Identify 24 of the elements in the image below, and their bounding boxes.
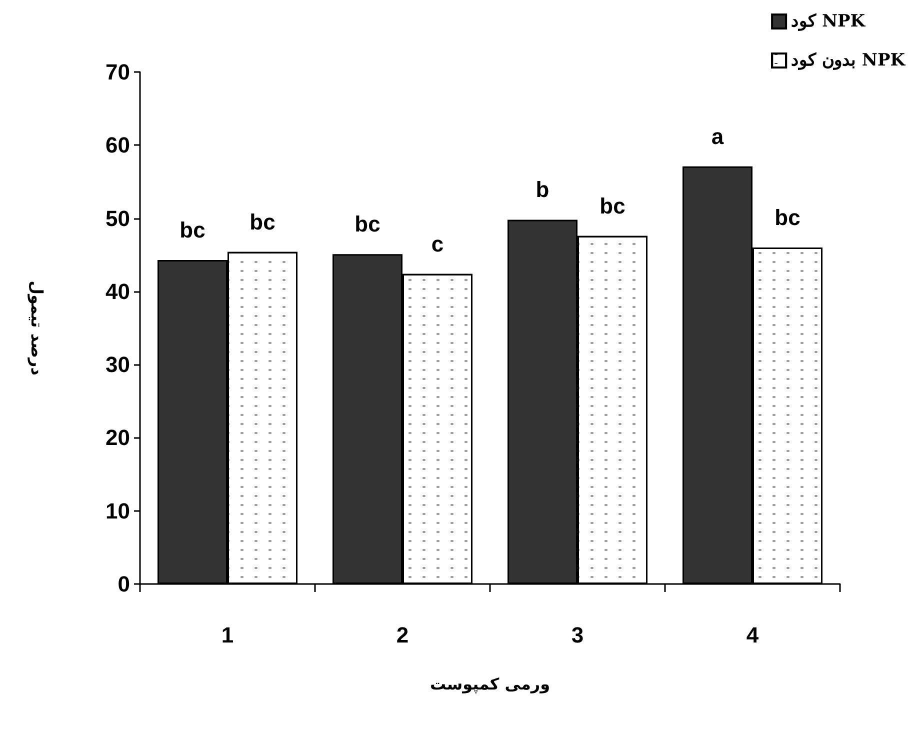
y-tick-label: 10 (106, 498, 130, 524)
x-tick-label: 1 (221, 622, 234, 648)
annotation: b (536, 177, 550, 202)
y-tick-label: 60 (106, 132, 130, 158)
x-axis-title: ورمی کمپوست (430, 674, 550, 694)
annotation: bc (180, 217, 206, 242)
x-tick-label: 3 (571, 622, 584, 648)
x-tick-label: 4 (746, 622, 760, 648)
annotation: a (711, 124, 724, 149)
y-axis-title: درصد تیمول (28, 280, 46, 376)
x-tick-label: 2 (396, 622, 409, 648)
y-tick-label: 50 (106, 206, 130, 231)
y-tick-label: 40 (106, 278, 130, 304)
y-tick-label: 0 (118, 572, 130, 596)
annotation: bc (354, 212, 380, 237)
legend-label: کود NPK (791, 12, 866, 32)
annotation: bc (250, 209, 276, 234)
y-tick-label: 30 (106, 352, 130, 378)
y-tick-label: 70 (106, 60, 130, 84)
annotation: c (431, 231, 444, 256)
annotation: bc (600, 193, 626, 218)
y-tick-label: 20 (106, 425, 130, 450)
annotation: bc (774, 205, 800, 230)
legend-label: بدون کود NPK (791, 50, 906, 70)
